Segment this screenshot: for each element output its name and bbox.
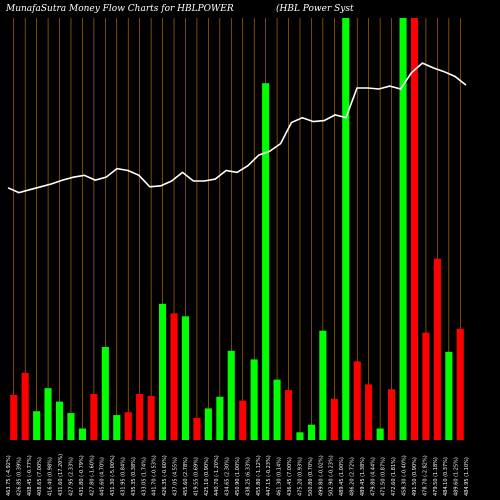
x-tick-label: 431.95 (0.84%) (121, 457, 127, 496)
money-flow-bar (319, 330, 327, 440)
x-tick-label: 416.40 (0.98%) (48, 457, 54, 496)
x-tick-label: 426.85 (0.39%) (16, 457, 22, 496)
money-flow-bar (388, 389, 396, 440)
x-tick-label: 426.35 (-0.60%) (162, 455, 168, 496)
money-flow-bar (204, 408, 212, 440)
money-flow-bar (285, 390, 293, 440)
chart-title: MunafaSutra Money Flow Charts for HBLPOW… (6, 4, 234, 14)
money-flow-bar (159, 303, 167, 440)
price-line (7, 62, 467, 194)
chart-company-name: (HBL Power Syst (276, 4, 354, 14)
money-flow-bar (113, 415, 121, 440)
x-tick-label: 431.30 (-5.00%) (110, 455, 116, 496)
x-tick-label: 425.10 (0.90%) (204, 457, 210, 496)
money-flow-bar (56, 401, 64, 440)
x-tick-label: 475.20 (0.93%) (298, 457, 304, 496)
x-tick-label: 463.75 (-4.92%) (6, 455, 12, 496)
x-tick-label: 455.80 (-1.12%) (256, 455, 262, 496)
x-tick-label: 445.60 (4.70%) (100, 457, 106, 496)
money-flow-bar (10, 394, 18, 440)
money-flow-bar (376, 428, 384, 440)
money-flow-bar (33, 411, 41, 440)
money-flow-bar (399, 18, 407, 440)
x-tick-label: 434.65 (2.30%) (225, 457, 231, 496)
bars (10, 18, 464, 440)
x-tick-label: 427.95 (2.33%) (69, 457, 75, 496)
x-tick-label: 419.55 (0.69%) (193, 457, 199, 496)
x-tick-label: 489.60 (1.25%) (454, 457, 460, 496)
money-flow-bar (410, 18, 418, 440)
money-flow-bar (124, 412, 132, 440)
money-flow-bar (330, 398, 338, 440)
x-tick-label: 427.80 (-1.60%) (89, 455, 95, 496)
x-tick-label: 471.50 (0.87%) (381, 457, 387, 496)
money-flow-bar (21, 372, 29, 440)
money-flow-bar (262, 83, 270, 440)
x-tick-label: 472.60 (1.81%) (391, 457, 397, 496)
money-flow-bar (216, 396, 224, 440)
gridlines (13, 18, 461, 440)
x-tick-label: 431.80 (-0.79%) (79, 455, 85, 496)
x-tick-label: 455.60 (2.78%) (183, 457, 189, 496)
x-tick-label: 437.05 (4.55%) (173, 457, 179, 496)
money-flow-bar (90, 394, 98, 440)
money-flow-bar (365, 384, 373, 440)
x-tick-label: 479.50 (1.18%) (433, 457, 439, 496)
x-tick-label: 408.45 (-0.77%) (27, 455, 33, 496)
money-flow-bar (445, 351, 453, 440)
money-flow-bar (44, 388, 52, 440)
x-tick-label: 435.35 (0.38%) (131, 457, 137, 496)
money-flow-bar (456, 328, 464, 440)
money-flow-bar (170, 313, 178, 440)
money-flow-bar (239, 400, 247, 440)
x-tick-label: 478.70 (-2.82%) (422, 455, 428, 496)
money-flow-bar (273, 379, 281, 440)
money-flow-bar (353, 361, 361, 440)
money-flow-bar (307, 424, 315, 440)
x-tick-label: 486.20 (2.72%) (350, 457, 356, 496)
x-tick-label: 489.45 (1.00%) (339, 457, 345, 496)
x-tick-label: 499.80 (-0.02%) (318, 455, 324, 496)
money-flow-bar (296, 432, 304, 440)
x-tick-label: 440.70 (-1.20%) (214, 455, 220, 496)
x-tick-label: 489.45 (1.38%) (360, 457, 366, 496)
x-tick-label: 461.30 (0.14%) (277, 457, 283, 496)
money-flow-bar (78, 428, 86, 440)
x-tick-label: 458.30 (-0.40%) (402, 455, 408, 496)
x-tick-label: 447.15 (-0.23%) (266, 455, 272, 496)
money-flow-bar (227, 350, 235, 440)
x-axis-labels: 463.75 (-4.92%) 426.85 (0.39%) 408.45 (-0.… (6, 454, 470, 496)
x-tick-label: 436.45 (7.00%) (287, 457, 293, 496)
money-flow-bar (181, 316, 189, 440)
money-flow-bar (433, 258, 441, 440)
x-tick-label: 438.25 (6.33%) (245, 457, 251, 496)
money-flow-bar (422, 332, 430, 440)
money-flow-bar (101, 347, 109, 440)
money-flow-bar (136, 394, 144, 440)
money-flow-bar (342, 18, 350, 440)
x-tick-label: 502.90 (-0.23%) (329, 455, 335, 496)
x-tick-label: 441.70 (-0.53%) (152, 455, 158, 496)
x-tick-label: 408.65 (7.00%) (37, 457, 43, 496)
x-tick-label: 479.80 (4.44%) (370, 457, 376, 496)
x-tick-label: 491.50 (0.90%) (412, 457, 418, 496)
x-tick-label: 431.60 (17.20%) (58, 454, 64, 496)
money-flow-bar (250, 359, 258, 440)
x-tick-label: 433.05 (1.74%) (141, 457, 147, 496)
x-tick-label: 450.90 (1.00%) (235, 457, 241, 496)
x-tick-label: 484.10 (0.37%) (443, 457, 449, 496)
money-flow-bar (147, 395, 155, 440)
x-tick-label: 484.95 (1.10%) (464, 457, 470, 496)
money-flow-bar (193, 417, 201, 440)
money-flow-bar (67, 413, 75, 440)
x-tick-label: 500.80 (0.70%) (308, 457, 314, 496)
